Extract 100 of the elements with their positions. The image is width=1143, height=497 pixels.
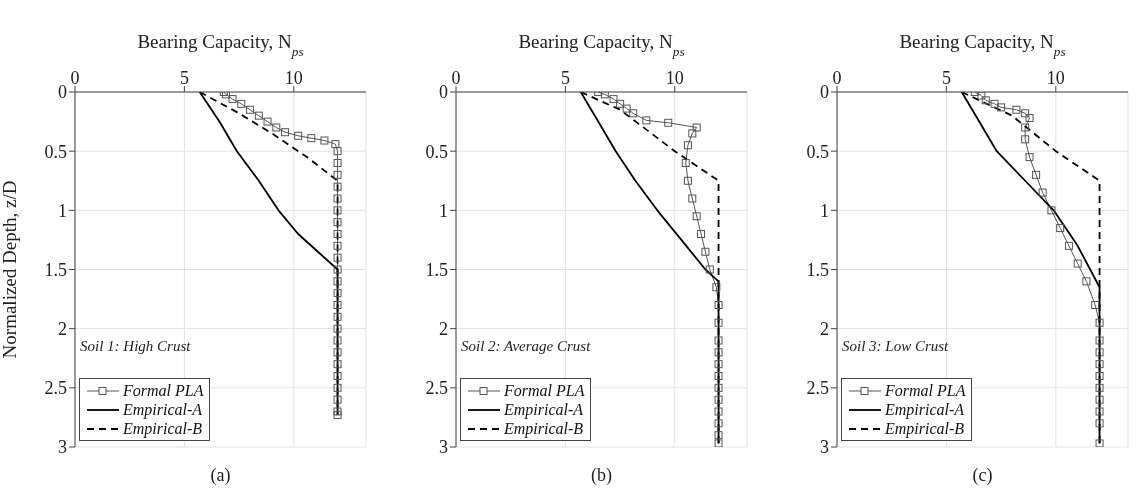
point [333,383,342,392]
point [333,218,342,227]
text: (c) [971,465,994,486]
point [981,96,990,105]
point [714,407,723,416]
point [629,109,638,118]
y-tick-label: 3 [820,437,829,458]
point [333,159,342,167]
point [714,395,723,404]
point [281,128,290,137]
point [1025,114,1034,123]
y-tick-label: 1.5 [425,259,448,280]
point [333,289,342,298]
legend-label: Empirical-A [504,400,584,419]
point [333,348,342,357]
point [683,176,692,185]
point [333,206,342,215]
point [714,439,723,447]
legend-label: Empirical-B [123,419,203,438]
legend-label: Formal PLA [504,381,585,400]
point [307,134,316,143]
point [1082,277,1091,286]
point [333,230,342,238]
x-tick-label: 10 [1046,68,1065,88]
point [1021,109,1030,118]
y-tick-label: 1 [439,200,448,221]
point [714,419,723,428]
point [622,104,631,113]
point [333,312,342,321]
point [705,265,714,274]
point [1095,348,1104,357]
text: (b) [590,465,613,486]
point [333,182,342,191]
point [688,129,697,138]
point [714,348,723,357]
point [246,105,255,114]
legend-label: Empirical-B [885,419,965,438]
point [333,324,342,333]
point [263,117,272,126]
point [1025,153,1034,162]
point [1095,360,1104,369]
point [714,360,723,369]
point [683,141,692,150]
point [714,383,723,392]
point [333,407,342,416]
point [688,194,697,203]
point [254,111,263,120]
point [1095,336,1104,345]
point [1091,301,1100,309]
point [714,318,723,327]
point [600,92,609,99]
y-tick-label: 3 [439,437,448,458]
point [333,360,342,369]
y-axis-title: Normalized Depth, z/D [0,180,20,359]
y-tick-label: 2 [58,319,67,340]
point [977,92,986,100]
point [1095,407,1104,416]
legend-label: Empirical-B [504,419,584,438]
point [1012,105,1021,114]
y-tick-label: 0.5 [806,141,829,162]
point [712,283,721,292]
point [1021,135,1030,144]
point [333,147,342,156]
point [331,140,340,149]
point [714,372,723,380]
point [333,170,342,179]
y-tick-label: 1 [58,200,67,221]
y-tick-label: 1.5 [806,259,829,280]
y-tick-label: 0.5 [425,141,448,162]
x-tick-label: 5 [941,68,951,88]
point [616,99,625,108]
point [714,336,723,345]
text: (a) [209,465,232,486]
y-tick-label: 2.5 [44,378,67,399]
point [333,301,342,309]
x-tick-label: 5 [179,68,189,88]
point [1095,395,1104,404]
point [1032,170,1041,179]
x-axis-title: Bearing Capacity, N$_{ps}$ [137,31,304,59]
point [333,194,342,203]
point [609,95,618,104]
point [1095,383,1104,392]
point [1095,318,1104,327]
point [990,99,999,108]
point [1021,123,1030,132]
point [692,123,701,132]
legend-label: Formal PLA [885,381,966,400]
y-tick-label: 0 [439,82,448,103]
point [642,116,651,125]
legend-label: Empirical-A [885,400,965,419]
point [1095,439,1104,447]
x-tick-label: 5 [560,68,570,88]
y-tick-label: 0.5 [44,141,67,162]
point [228,95,237,104]
legend-label: Empirical-A [123,400,203,419]
point [294,131,303,140]
y-tick-label: 0 [58,82,67,103]
point [997,103,1006,112]
x-axis-title: Bearing Capacity, N$_{ps}$ [899,31,1066,59]
y-tick-label: 0 [820,82,829,103]
